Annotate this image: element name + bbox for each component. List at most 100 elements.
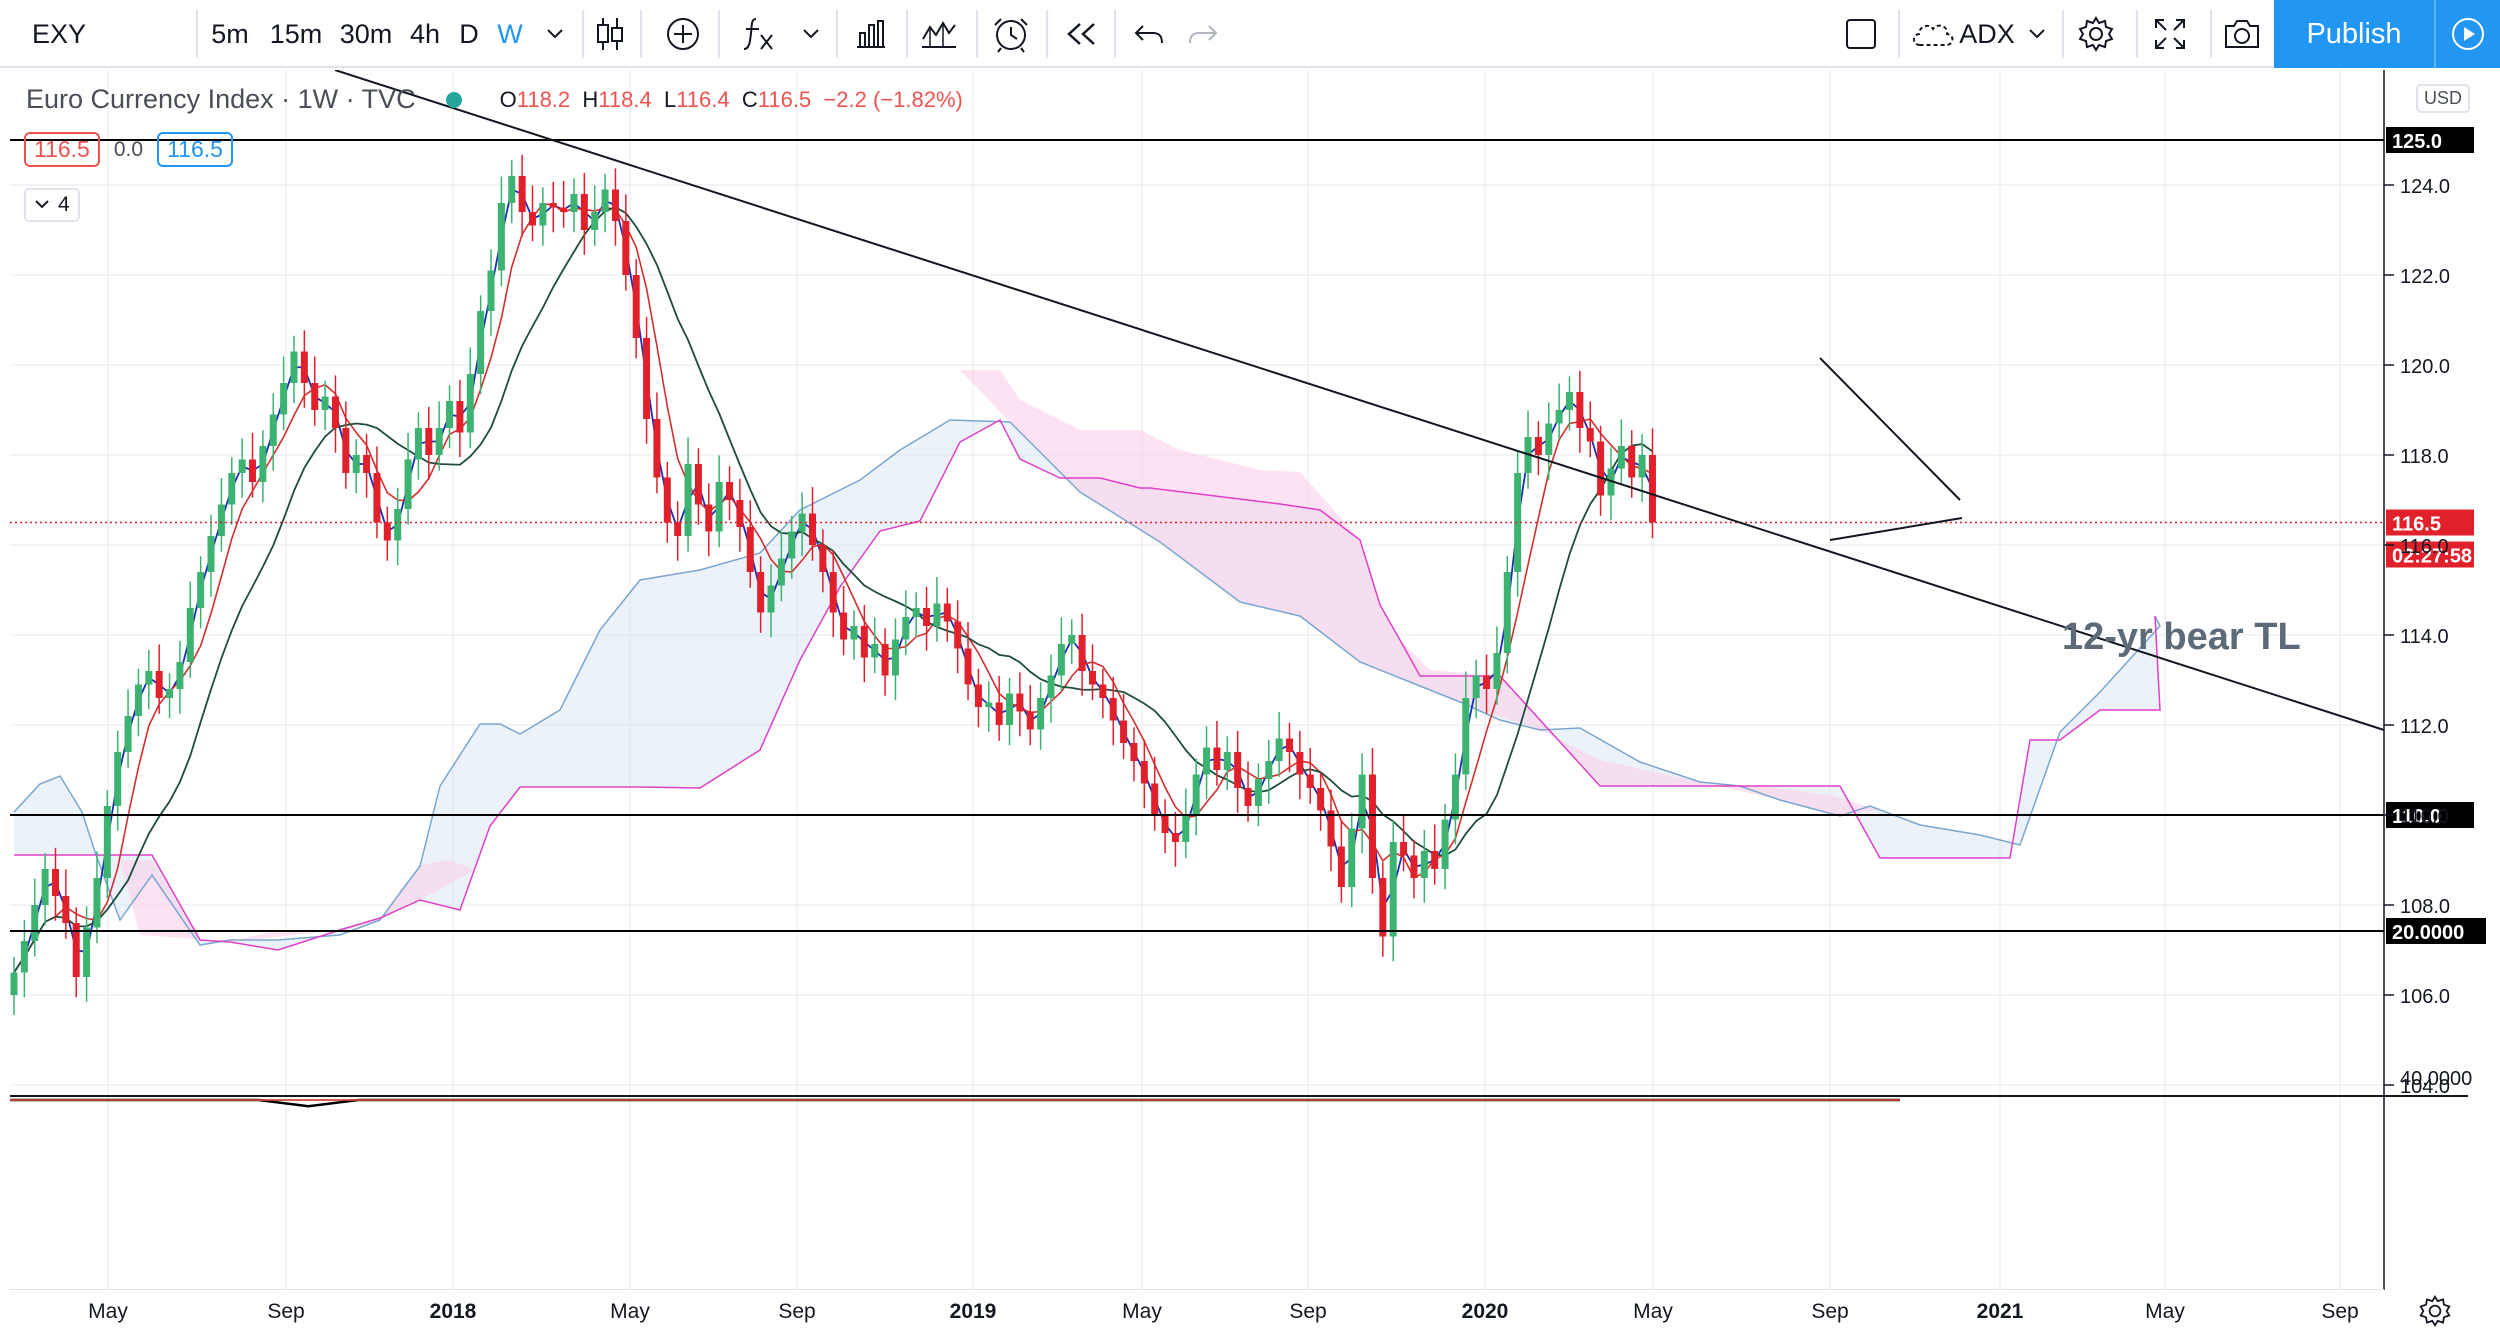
ohlc-values: O118.2 H118.4 L116.4 C116.5 −2.2 (−1.82%… — [500, 87, 963, 113]
candle-body — [923, 608, 931, 626]
square-icon[interactable] — [1838, 0, 1884, 68]
candle-body — [560, 207, 568, 212]
candle-body — [974, 684, 982, 707]
candle-body — [487, 270, 495, 311]
collapse-indicators-button[interactable]: 4 — [24, 188, 80, 222]
candle-body — [1617, 446, 1625, 469]
candle-body — [549, 203, 557, 208]
candle-body — [954, 621, 962, 649]
replay-icon[interactable] — [1058, 0, 1104, 68]
divider — [2136, 10, 2138, 58]
candle-body — [611, 189, 619, 221]
candle-body — [529, 212, 536, 226]
price-tick-label: 104.0 — [2400, 1076, 2450, 1098]
candle-body — [902, 617, 910, 640]
candle-body — [871, 644, 879, 658]
indicator-hline-tag: 20.0000 — [2392, 922, 2464, 944]
redo-icon[interactable] — [1180, 0, 1226, 68]
candle-body — [933, 603, 941, 626]
candle-body — [425, 428, 433, 455]
candle-body — [41, 869, 49, 905]
candle-body — [249, 459, 257, 482]
interval-d[interactable]: D — [454, 0, 484, 68]
trendline-annotation[interactable]: 12-yr bear TL — [2062, 616, 2301, 658]
candle-body — [1037, 698, 1045, 730]
candle-body — [1534, 437, 1542, 455]
interval-5m[interactable]: 5m — [205, 0, 255, 68]
chart-grid — [10, 70, 2384, 1290]
indicator-tick-label: 40.0000 — [2400, 1068, 2472, 1090]
candle-body — [207, 536, 215, 572]
candle-body — [943, 603, 951, 622]
time-axis-label: 2021 — [1976, 1300, 2024, 1323]
chart-canvas[interactable]: 125.0 110.0 116.5 02:27:58 40.0000 20.0000 1… — [0, 70, 2500, 1290]
bid-ask-row: 116.5 0.0 116.5 — [24, 132, 233, 167]
plus-circle-icon[interactable] — [660, 0, 706, 68]
candle-body — [1068, 635, 1076, 644]
price-tick-label: 108.0 — [2400, 896, 2450, 918]
cloud-icon[interactable] — [1908, 0, 1958, 68]
candle-body — [1140, 761, 1148, 784]
price-tick-label: 110.0 — [2400, 806, 2449, 828]
time-axis: May Sep 2018 May Sep 2019 May Sep 2020 May Sep 2021… — [0, 1290, 2384, 1334]
candle-body — [1120, 720, 1128, 743]
cloud-span-a — [13, 419, 2161, 946]
fx-icon[interactable] — [738, 0, 778, 68]
candle-body — [1483, 675, 1491, 689]
divider — [1898, 10, 1900, 58]
candle-body — [1006, 693, 1014, 725]
candle-body — [1337, 846, 1345, 887]
symbol-search[interactable]: EXY — [14, 0, 174, 68]
interval-w[interactable]: W — [493, 0, 527, 68]
interval-15m[interactable]: 15m — [265, 0, 327, 68]
top-toolbar: EXY 5m 15m 30m 4h D W — [0, 0, 2500, 68]
candle-body — [477, 311, 485, 374]
candle-body — [1223, 752, 1231, 770]
candle-body — [601, 189, 609, 212]
interval-30m[interactable]: 30m — [335, 0, 397, 68]
camera-icon[interactable] — [2214, 0, 2270, 68]
alert-clock-icon[interactable] — [986, 0, 1036, 68]
price-tick-label: 122.0 — [2400, 266, 2450, 288]
undo-icon[interactable] — [1126, 0, 1172, 68]
interval-4h[interactable]: 4h — [405, 0, 445, 68]
level-tag-110-bg — [2386, 802, 2474, 828]
publish-button[interactable]: Publish — [2274, 0, 2434, 68]
gear-icon[interactable] — [2418, 1294, 2452, 1333]
divider — [718, 10, 720, 58]
publish-label: Publish — [2306, 17, 2402, 50]
candle-body — [1597, 441, 1605, 496]
divider — [582, 10, 584, 58]
countdown-tag: 02:27:58 — [2392, 546, 2472, 568]
candle-body — [1566, 392, 1573, 410]
ask-box[interactable]: 116.5 — [157, 132, 233, 167]
candle-body — [20, 941, 28, 973]
candle-body — [1078, 635, 1086, 671]
price-tick-label: 112.0 — [2400, 716, 2449, 738]
chevron-down-icon[interactable] — [796, 0, 826, 68]
interval-label: W — [497, 18, 523, 49]
chevron-down-icon[interactable] — [540, 0, 570, 68]
candles-icon[interactable] — [590, 0, 630, 68]
bid-box[interactable]: 116.5 — [24, 132, 100, 167]
candle-body — [1151, 783, 1159, 815]
templates-icon[interactable] — [914, 0, 964, 68]
high-value: 118.4 — [598, 86, 652, 112]
indicator-label-adx[interactable]: ADX — [1959, 0, 2015, 68]
time-axis-label: 2020 — [1461, 1300, 1509, 1323]
chevron-down-icon[interactable] — [2022, 0, 2052, 68]
candle-body — [1576, 392, 1584, 428]
candle-body — [632, 275, 640, 338]
gear-icon[interactable] — [2070, 0, 2122, 68]
bar-chart-icon[interactable] — [846, 0, 896, 68]
high-label: H — [582, 86, 599, 112]
fullscreen-icon[interactable] — [2144, 0, 2196, 68]
time-axis-label: May — [1122, 1300, 1162, 1323]
candle-body — [1244, 788, 1252, 806]
candle-body — [145, 671, 153, 685]
level-tag-125-bg — [2386, 127, 2474, 153]
candle-body — [715, 482, 723, 532]
currency-label[interactable]: USD — [2416, 84, 2471, 113]
play-button[interactable] — [2434, 0, 2500, 68]
candle-body — [1203, 747, 1211, 775]
